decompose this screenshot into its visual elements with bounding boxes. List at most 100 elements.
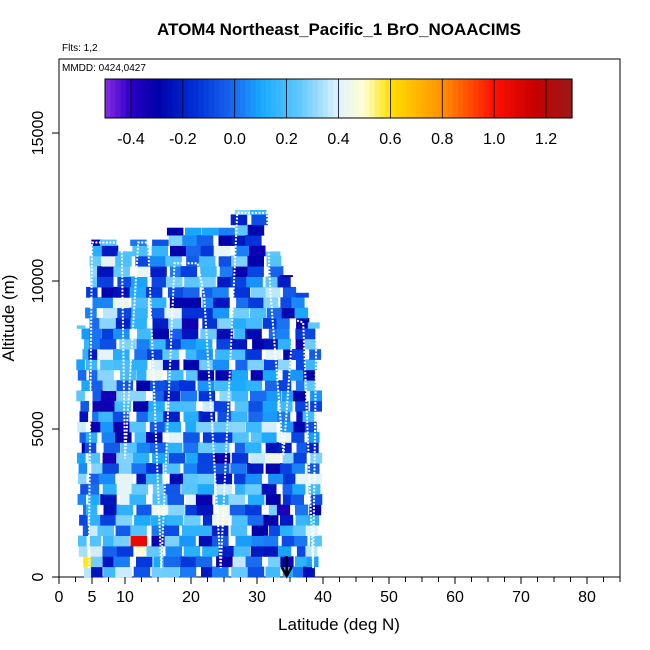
- heatmap-cell: [168, 432, 186, 443]
- heatmap-cell: [100, 359, 117, 371]
- heatmap-cell: [119, 338, 136, 350]
- heatmap-cell: [282, 452, 296, 464]
- heatmap-cell: [80, 483, 89, 495]
- heatmap-cell: [145, 473, 163, 485]
- heatmap-cell: [165, 338, 183, 350]
- date-label: MMDD: 0424,0427: [62, 63, 146, 74]
- heatmap-cell: [234, 473, 251, 485]
- heatmap-cell: [85, 432, 98, 443]
- heatmap-cell: [91, 380, 103, 391]
- heatmap-cell: [263, 514, 279, 526]
- colorbar-swatch: [182, 79, 189, 118]
- heatmap-cell: [217, 276, 234, 288]
- heatmap-cell: [185, 504, 202, 516]
- heatmap-cell: [245, 328, 262, 340]
- heatmap-cell: [195, 494, 213, 505]
- heatmap-cell: [149, 442, 167, 454]
- heatmap-cell: [101, 286, 118, 298]
- heatmap-cell: [310, 535, 322, 547]
- colorbar-swatch: [380, 79, 386, 118]
- heatmap-cell: [248, 411, 265, 422]
- heatmap-cell: [307, 432, 320, 443]
- heatmap-cell: [295, 400, 309, 412]
- colorbar-swatch: [219, 79, 225, 118]
- heatmap-cell: [293, 566, 307, 578]
- heatmap-cell: [136, 504, 153, 516]
- heatmap-cell: [244, 483, 262, 495]
- heatmap-cell: [134, 514, 151, 526]
- heatmap-cell: [230, 525, 248, 536]
- heatmap-cell: [82, 349, 92, 360]
- heatmap-cell: [305, 359, 317, 371]
- heatmap-cell: [283, 349, 297, 360]
- heatmap-cell: [185, 421, 202, 433]
- heatmap-cell: [308, 483, 321, 495]
- colorbar-swatch: [146, 79, 153, 118]
- heatmap-cell: [215, 369, 232, 381]
- heatmap-cell: [133, 400, 150, 412]
- heatmap-cell: [276, 328, 290, 340]
- heatmap-cell: [268, 504, 284, 516]
- heatmap-cell: [152, 328, 169, 340]
- heatmap-cell: [137, 328, 154, 340]
- heatmap-cell: [249, 245, 266, 257]
- heatmap-cell: [88, 349, 100, 360]
- heatmap-cell: [120, 369, 137, 381]
- heatmap-cell: [112, 411, 130, 422]
- heatmap-cell: [231, 235, 248, 246]
- heatmap-cell: [136, 411, 153, 422]
- heatmap-cell: [183, 442, 200, 454]
- y-tick-label: 15000: [30, 111, 47, 156]
- heatmap-cell: [151, 307, 168, 319]
- heatmap-cell: [166, 514, 184, 526]
- heatmap-cell: [185, 245, 203, 257]
- colorbar-swatch: [141, 79, 148, 118]
- heatmap-cell: [169, 297, 187, 309]
- flight-track-line: [87, 211, 318, 569]
- heatmap-cell: [231, 318, 248, 329]
- heatmap-cell: [215, 483, 232, 495]
- heatmap-cell: [198, 535, 216, 547]
- colorbar-swatch: [348, 79, 355, 118]
- heatmap-cell: [245, 235, 262, 246]
- colorbar-swatch: [271, 79, 277, 118]
- heatmap-cell: [244, 442, 262, 454]
- heatmap-cell: [197, 483, 215, 495]
- heatmap-cell: [131, 297, 148, 309]
- heatmap-cell: [76, 390, 85, 402]
- heatmap-cell: [218, 235, 235, 246]
- heatmap-cell: [198, 525, 215, 536]
- heatmap-cell: [181, 318, 199, 329]
- heatmap-cell: [212, 535, 229, 547]
- heatmap-cell: [103, 307, 120, 319]
- colorbar-swatch: [364, 79, 371, 118]
- heatmap-cell: [163, 390, 181, 402]
- heatmap-cell: [213, 245, 231, 257]
- heatmap-cell: [76, 325, 86, 329]
- heatmap-cell: [184, 514, 201, 526]
- heatmap-cell: [282, 483, 296, 495]
- heatmap-cell: [264, 545, 280, 557]
- heatmap-cell: [100, 514, 117, 526]
- heatmap-cell: [152, 318, 169, 329]
- y-tick-label: 5000: [30, 411, 47, 447]
- colorbar-swatch: [566, 79, 573, 118]
- heatmap-cell: [147, 411, 165, 422]
- heatmap-cell: [266, 390, 282, 402]
- colorbar-swatch: [162, 79, 168, 118]
- colorbar-swatch: [483, 79, 490, 118]
- heatmap-cell: [267, 556, 283, 568]
- heatmap-cell: [150, 380, 167, 391]
- heatmap-cell: [77, 452, 86, 464]
- heatmap-cell: [291, 463, 305, 474]
- heatmap-cell: [78, 535, 87, 547]
- heatmap-cell: [294, 307, 309, 319]
- heatmap-cell: [199, 276, 216, 288]
- heatmap-cell: [119, 494, 137, 505]
- heatmap-cell: [236, 297, 253, 309]
- colorbar-swatch: [193, 79, 199, 118]
- heatmap-cell: [261, 432, 277, 443]
- heatmap-cell: [281, 307, 295, 319]
- heatmap-cell: [310, 452, 323, 464]
- heatmap-cell: [136, 266, 153, 277]
